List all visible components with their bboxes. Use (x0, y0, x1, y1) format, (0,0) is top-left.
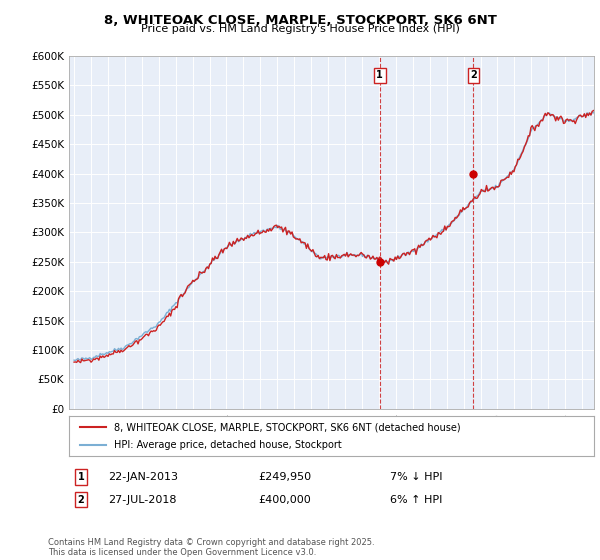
Text: £400,000: £400,000 (258, 494, 311, 505)
Text: 8, WHITEOAK CLOSE, MARPLE, STOCKPORT, SK6 6NT: 8, WHITEOAK CLOSE, MARPLE, STOCKPORT, SK… (104, 14, 496, 27)
Text: Contains HM Land Registry data © Crown copyright and database right 2025.
This d: Contains HM Land Registry data © Crown c… (48, 538, 374, 557)
Text: 27-JUL-2018: 27-JUL-2018 (108, 494, 176, 505)
Text: 2: 2 (77, 494, 85, 505)
Text: 7% ↓ HPI: 7% ↓ HPI (390, 472, 443, 482)
Text: 22-JAN-2013: 22-JAN-2013 (108, 472, 178, 482)
Text: HPI: Average price, detached house, Stockport: HPI: Average price, detached house, Stoc… (113, 440, 341, 450)
Text: 1: 1 (376, 71, 383, 81)
Text: 6% ↑ HPI: 6% ↑ HPI (390, 494, 442, 505)
Text: 2: 2 (470, 71, 477, 81)
Text: 8, WHITEOAK CLOSE, MARPLE, STOCKPORT, SK6 6NT (detached house): 8, WHITEOAK CLOSE, MARPLE, STOCKPORT, SK… (113, 422, 460, 432)
Text: £249,950: £249,950 (258, 472, 311, 482)
Text: Price paid vs. HM Land Registry's House Price Index (HPI): Price paid vs. HM Land Registry's House … (140, 24, 460, 34)
Text: 1: 1 (77, 472, 85, 482)
